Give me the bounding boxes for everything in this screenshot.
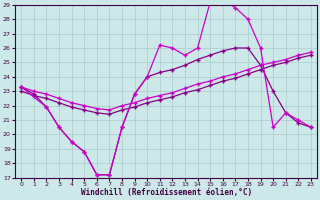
X-axis label: Windchill (Refroidissement éolien,°C): Windchill (Refroidissement éolien,°C) xyxy=(81,188,252,197)
